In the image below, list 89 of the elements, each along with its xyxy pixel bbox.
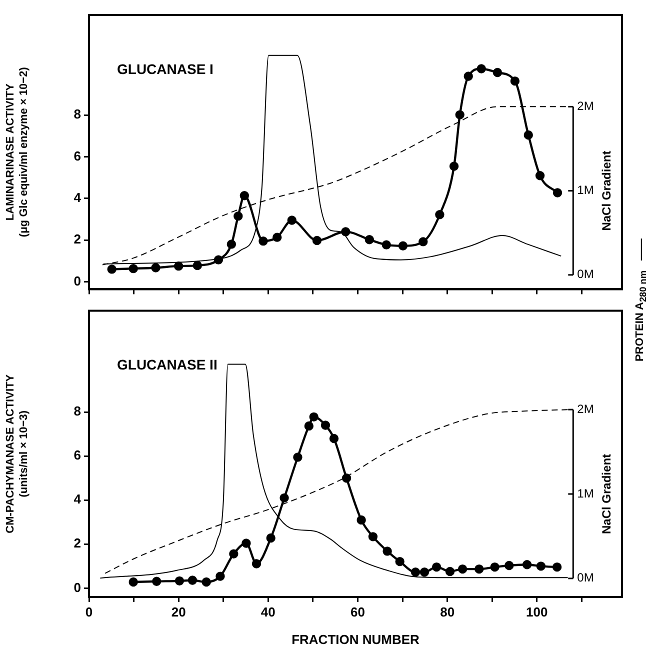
point	[418, 237, 428, 246]
point	[552, 188, 562, 198]
point	[242, 538, 251, 548]
y-tick-label: 6	[74, 448, 81, 463]
point	[410, 568, 420, 577]
point	[266, 533, 276, 543]
y-tick-label: 2	[74, 536, 81, 551]
y2-tick-label: 2M	[577, 402, 594, 416]
point	[252, 559, 262, 568]
y-tick-label: 4	[74, 190, 82, 205]
y-axis-title: CM-PACHYMANASE ACTIVITY (units/ml × 10−3)	[4, 374, 30, 534]
x-tick-label: 80	[440, 604, 455, 620]
point	[188, 576, 198, 585]
y-tick-label: 0	[74, 580, 81, 595]
point	[432, 562, 442, 572]
y2-tick-label: 0M	[577, 570, 594, 585]
point	[216, 572, 225, 581]
point	[272, 232, 282, 242]
point	[356, 515, 366, 525]
point	[382, 546, 392, 556]
x-tick-label: 20	[171, 604, 186, 620]
point	[293, 452, 302, 462]
point	[395, 556, 404, 566]
point	[455, 110, 464, 120]
point	[382, 240, 392, 250]
point	[312, 236, 322, 246]
point	[398, 241, 408, 250]
point	[445, 566, 455, 576]
point	[435, 210, 444, 220]
point	[504, 560, 514, 570]
y-axis-title: LAMINARINASE ACTIVITY (μg Glc equiv/ml enzyme × 10−2)	[4, 66, 30, 238]
point	[214, 255, 224, 264]
point	[107, 264, 116, 274]
point	[128, 577, 138, 587]
point	[226, 240, 236, 249]
point	[320, 420, 330, 430]
point	[152, 576, 162, 586]
y2-tick-label: 1M	[577, 183, 594, 198]
y2-tick-label: 2M	[577, 98, 594, 113]
point	[229, 549, 238, 558]
y-tick-label: 4	[74, 492, 82, 507]
y-tick-label: 6	[74, 148, 81, 164]
x-axis-title: FRACTION NUMBER	[292, 632, 420, 647]
point	[474, 564, 484, 574]
point	[174, 261, 184, 271]
point	[151, 263, 160, 272]
y-tick-label: 8	[74, 106, 81, 122]
point	[536, 562, 546, 571]
point	[192, 260, 202, 270]
y2-axis-title: NaCl Gradient	[599, 454, 614, 534]
point	[341, 227, 350, 236]
point	[458, 564, 468, 574]
x-tick-label: 60	[350, 604, 365, 620]
point	[287, 216, 296, 225]
point	[128, 264, 138, 274]
point	[490, 562, 500, 572]
annotation: GLUCANASE II	[117, 356, 218, 373]
point	[258, 236, 268, 246]
point	[234, 211, 243, 221]
point	[304, 421, 314, 431]
y2-tick-label: 0M	[577, 267, 594, 282]
point	[535, 171, 545, 180]
point	[174, 576, 184, 586]
point	[464, 72, 473, 81]
x-tick-label: 0	[85, 604, 93, 620]
point	[420, 568, 430, 577]
point	[329, 434, 339, 444]
y2-axis-title: NaCl Gradient	[599, 150, 614, 231]
x-tick-label: 40	[260, 604, 276, 620]
point	[368, 532, 378, 542]
point	[522, 560, 532, 570]
point	[510, 76, 520, 86]
y-tick-label: 8	[74, 404, 81, 419]
point	[280, 493, 289, 503]
y-tick-label: 2	[74, 232, 81, 247]
point	[240, 191, 250, 200]
y-tick-label: 0	[74, 273, 81, 288]
point	[449, 162, 459, 171]
point	[202, 577, 211, 587]
x-tick-label: 100	[526, 604, 548, 620]
point	[552, 562, 562, 572]
point	[309, 412, 318, 422]
y2-tick-label: 1M	[577, 486, 594, 500]
point	[342, 474, 352, 483]
point	[476, 64, 486, 74]
annotation: GLUCANASE I	[117, 60, 214, 77]
point	[492, 68, 502, 78]
point	[364, 235, 374, 244]
point	[524, 130, 533, 140]
